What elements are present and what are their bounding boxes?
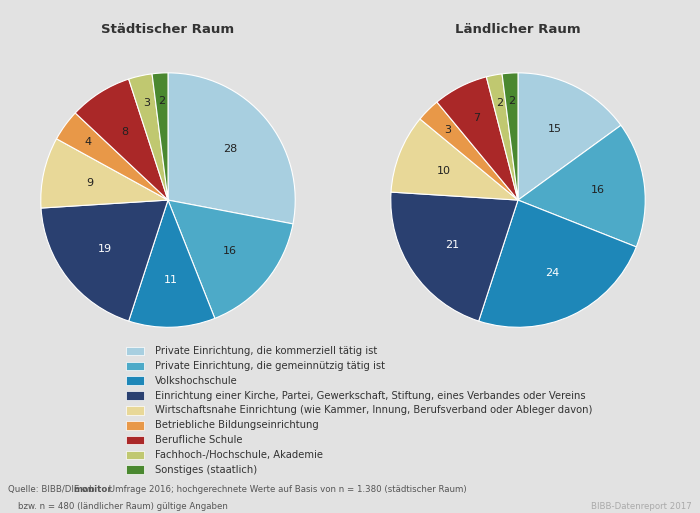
Title: Städtischer Raum: Städtischer Raum — [102, 23, 235, 36]
Bar — [126, 347, 144, 356]
Wedge shape — [486, 74, 518, 200]
Text: 10: 10 — [437, 166, 451, 175]
Bar — [126, 465, 144, 474]
Wedge shape — [420, 102, 518, 200]
Text: Berufliche Schule: Berufliche Schule — [155, 435, 242, 445]
Text: BIBB-Datenreport 2017: BIBB-Datenreport 2017 — [591, 502, 692, 511]
Text: 24: 24 — [545, 268, 559, 278]
Text: 2: 2 — [158, 96, 165, 106]
Wedge shape — [391, 119, 518, 200]
Text: 8: 8 — [122, 127, 129, 137]
Bar — [126, 391, 144, 400]
Text: 16: 16 — [591, 185, 605, 195]
Text: 3: 3 — [143, 98, 150, 108]
Text: 4: 4 — [84, 137, 91, 147]
Text: 19: 19 — [97, 244, 112, 254]
Text: Private Einrichtung, die gemeinnützig tätig ist: Private Einrichtung, die gemeinnützig tä… — [155, 361, 385, 371]
Text: 7: 7 — [473, 113, 480, 124]
Wedge shape — [391, 192, 518, 321]
Wedge shape — [437, 77, 518, 200]
Wedge shape — [41, 139, 168, 208]
Wedge shape — [76, 79, 168, 200]
Wedge shape — [168, 200, 293, 319]
Title: Ländlicher Raum: Ländlicher Raum — [455, 23, 581, 36]
Text: Wirtschaftsnahe Einrichtung (wie Kammer, Innung, Berufsverband oder Ableger davo: Wirtschaftsnahe Einrichtung (wie Kammer,… — [155, 405, 592, 416]
Text: 15: 15 — [547, 124, 561, 134]
Wedge shape — [502, 73, 518, 200]
Bar — [126, 436, 144, 444]
Wedge shape — [479, 200, 636, 327]
Text: 3: 3 — [444, 125, 452, 135]
Text: Volkshochschule: Volkshochschule — [155, 376, 237, 386]
Text: monitor: monitor — [73, 485, 111, 494]
Bar — [126, 450, 144, 459]
Wedge shape — [129, 74, 168, 200]
Wedge shape — [41, 200, 168, 321]
Bar — [126, 377, 144, 385]
Text: 2: 2 — [496, 97, 503, 108]
Text: Betriebliche Bildungseinrichtung: Betriebliche Bildungseinrichtung — [155, 420, 318, 430]
Bar — [126, 421, 144, 429]
Bar — [126, 362, 144, 370]
Text: 2: 2 — [508, 96, 515, 106]
Text: 11: 11 — [164, 275, 178, 285]
Text: Sonstiges (staatlich): Sonstiges (staatlich) — [155, 465, 257, 475]
Wedge shape — [129, 200, 215, 327]
Text: 28: 28 — [223, 144, 237, 154]
Wedge shape — [152, 73, 168, 200]
Text: Umfrage 2016; hochgerechnete Werte auf Basis von n = 1.380 (städtischer Raum): Umfrage 2016; hochgerechnete Werte auf B… — [106, 485, 466, 494]
Text: Fachhoch-/Hochschule, Akademie: Fachhoch-/Hochschule, Akademie — [155, 450, 323, 460]
Wedge shape — [57, 113, 168, 200]
Text: bzw. n = 480 (ländlicher Raum) gültige Angaben: bzw. n = 480 (ländlicher Raum) gültige A… — [18, 502, 228, 511]
Bar — [126, 406, 144, 415]
Wedge shape — [518, 125, 645, 247]
Wedge shape — [518, 73, 621, 200]
Wedge shape — [168, 73, 295, 224]
Text: Quelle: BIBB/DIE wb: Quelle: BIBB/DIE wb — [8, 485, 95, 494]
Text: Einrichtung einer Kirche, Partei, Gewerkschaft, Stiftung, eines Verbandes oder V: Einrichtung einer Kirche, Partei, Gewerk… — [155, 390, 585, 401]
Text: 9: 9 — [86, 177, 93, 188]
Text: 16: 16 — [223, 246, 237, 256]
Text: Private Einrichtung, die kommerziell tätig ist: Private Einrichtung, die kommerziell tät… — [155, 346, 377, 356]
Text: 21: 21 — [444, 240, 458, 250]
